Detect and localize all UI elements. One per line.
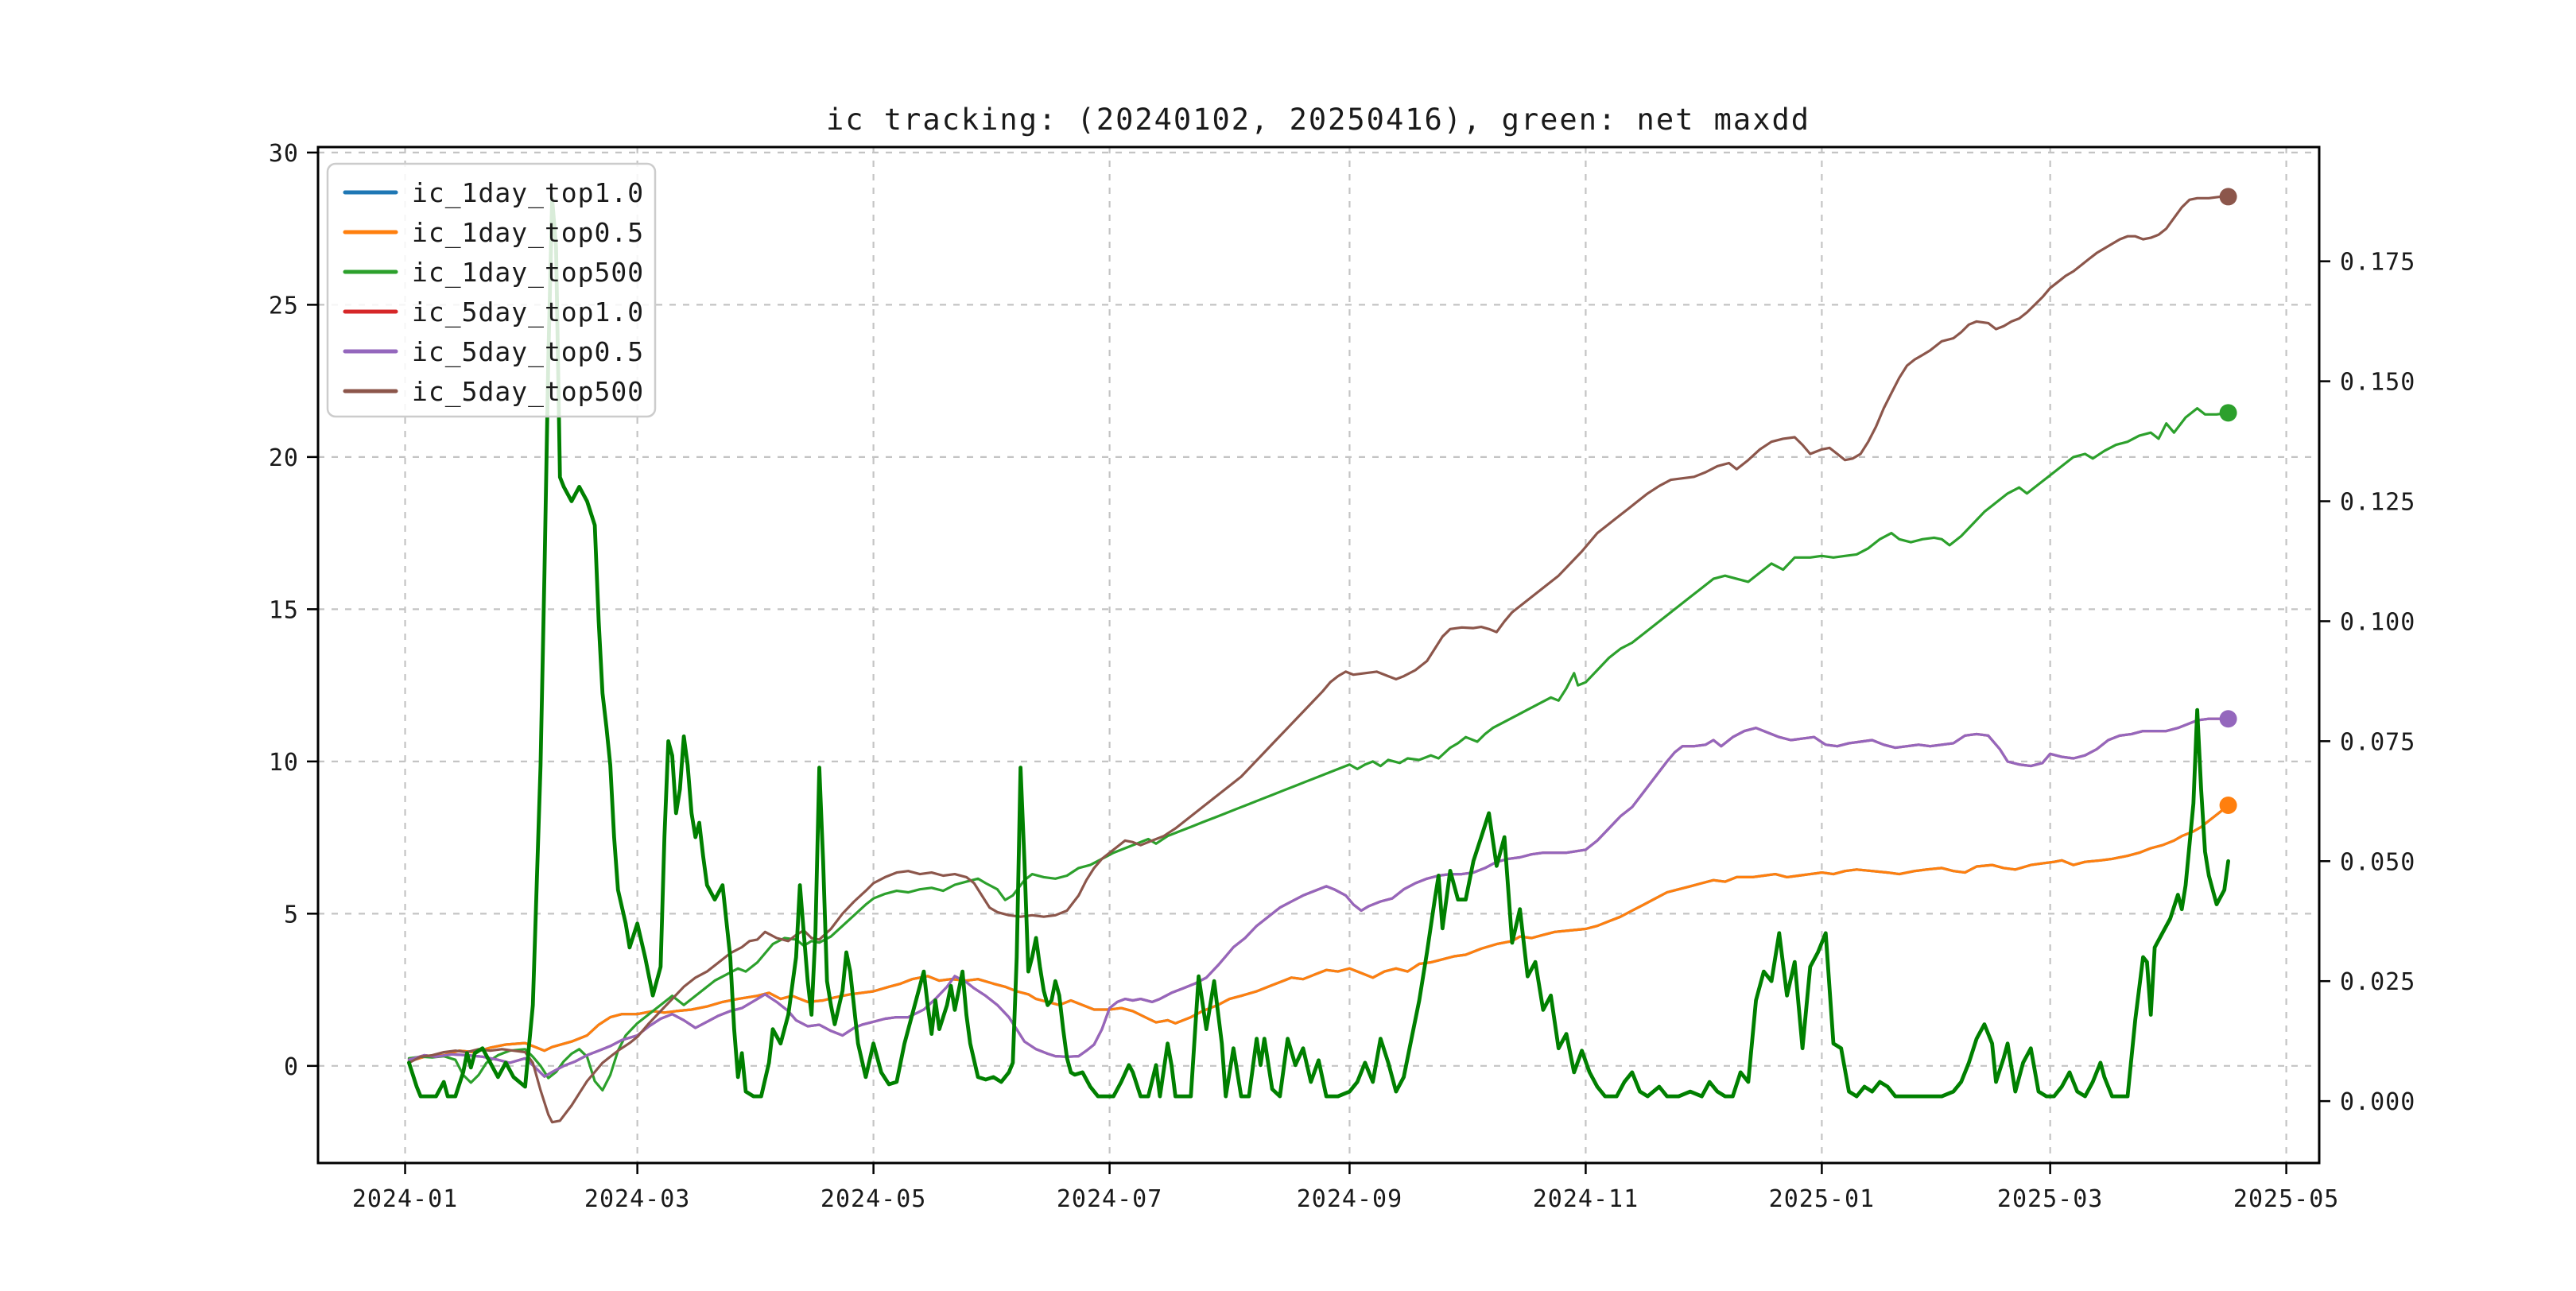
- x-tick-label: 2024-09: [1297, 1185, 1402, 1213]
- right-tick-label: 0.050: [2340, 848, 2415, 876]
- legend-label-ic_1day_top0.5: ic_1day_top0.5: [412, 217, 644, 249]
- legend-label-ic_1day_top500: ic_1day_top500: [412, 257, 644, 289]
- x-tick-label: 2024-05: [821, 1185, 926, 1213]
- left-tick-label: 20: [269, 444, 299, 472]
- x-tick-label: 2024-03: [584, 1185, 690, 1213]
- right-tick-label: 0.150: [2340, 369, 2415, 397]
- right-tick-label: 0.100: [2340, 608, 2415, 636]
- end-marker-ic_1day_top0.5: [2219, 797, 2237, 814]
- series-lines: [407, 188, 2237, 1124]
- chart-title: ic tracking: (20240102, 20250416), green…: [826, 103, 1810, 137]
- right-tick-label: 0.000: [2340, 1088, 2415, 1116]
- axes: 2024-01 2024-03 2024-05 2024-07 2024-09 2024-…: [269, 140, 2415, 1213]
- plot-border: [316, 145, 2321, 1165]
- x-tick-label: 2024-11: [1533, 1185, 1639, 1213]
- left-tick-label: 0: [284, 1053, 299, 1081]
- grid-lines: [318, 147, 2319, 1163]
- left-tick-label: 30: [269, 140, 299, 168]
- right-tick-label: 0.175: [2340, 249, 2415, 277]
- left-tick-label: 5: [284, 901, 299, 929]
- legend-label-ic_1day_top1.0: ic_1day_top1.0: [412, 177, 644, 209]
- x-tick-label: 2024-01: [352, 1185, 458, 1213]
- legend-label-ic_5day_top1.0: ic_5day_top1.0: [412, 297, 644, 328]
- x-tick-label: 2025-05: [2233, 1185, 2339, 1213]
- x-tick-label: 2025-03: [1997, 1185, 2103, 1213]
- x-tick-label: 2024-07: [1057, 1185, 1162, 1213]
- right-tick-label: 0.075: [2340, 728, 2415, 756]
- series-ic_5day_top0.5: [407, 717, 2230, 1078]
- left-tick-label: 15: [269, 596, 299, 624]
- series-net_maxdd: [407, 196, 2230, 1099]
- legend: ic_1day_top1.0 ic_1day_top0.5 ic_1day_top5…: [326, 162, 657, 418]
- legend-box: [326, 162, 657, 418]
- series-ic_1day_top1.0: [407, 804, 2230, 1063]
- series-ic_5day_top500: [407, 195, 2230, 1124]
- series-ic_1day_top0.5: [407, 804, 2230, 1063]
- legend-label-ic_5day_top500: ic_5day_top500: [412, 376, 644, 408]
- end-marker-ic_5day_top500: [2219, 188, 2237, 206]
- end-marker-ic_5day_top0.5: [2219, 710, 2237, 728]
- series-ic_1day_top500: [407, 407, 2230, 1092]
- right-tick-label: 0.125: [2340, 489, 2415, 517]
- right-tick-label: 0.025: [2340, 968, 2415, 996]
- left-tick-label: 10: [269, 749, 299, 777]
- legend-label-ic_5day_top0.5: ic_5day_top0.5: [412, 336, 644, 368]
- x-tick-label: 2025-01: [1769, 1185, 1875, 1213]
- end-marker-ic_1day_top500: [2219, 404, 2237, 422]
- left-tick-label: 25: [269, 292, 299, 320]
